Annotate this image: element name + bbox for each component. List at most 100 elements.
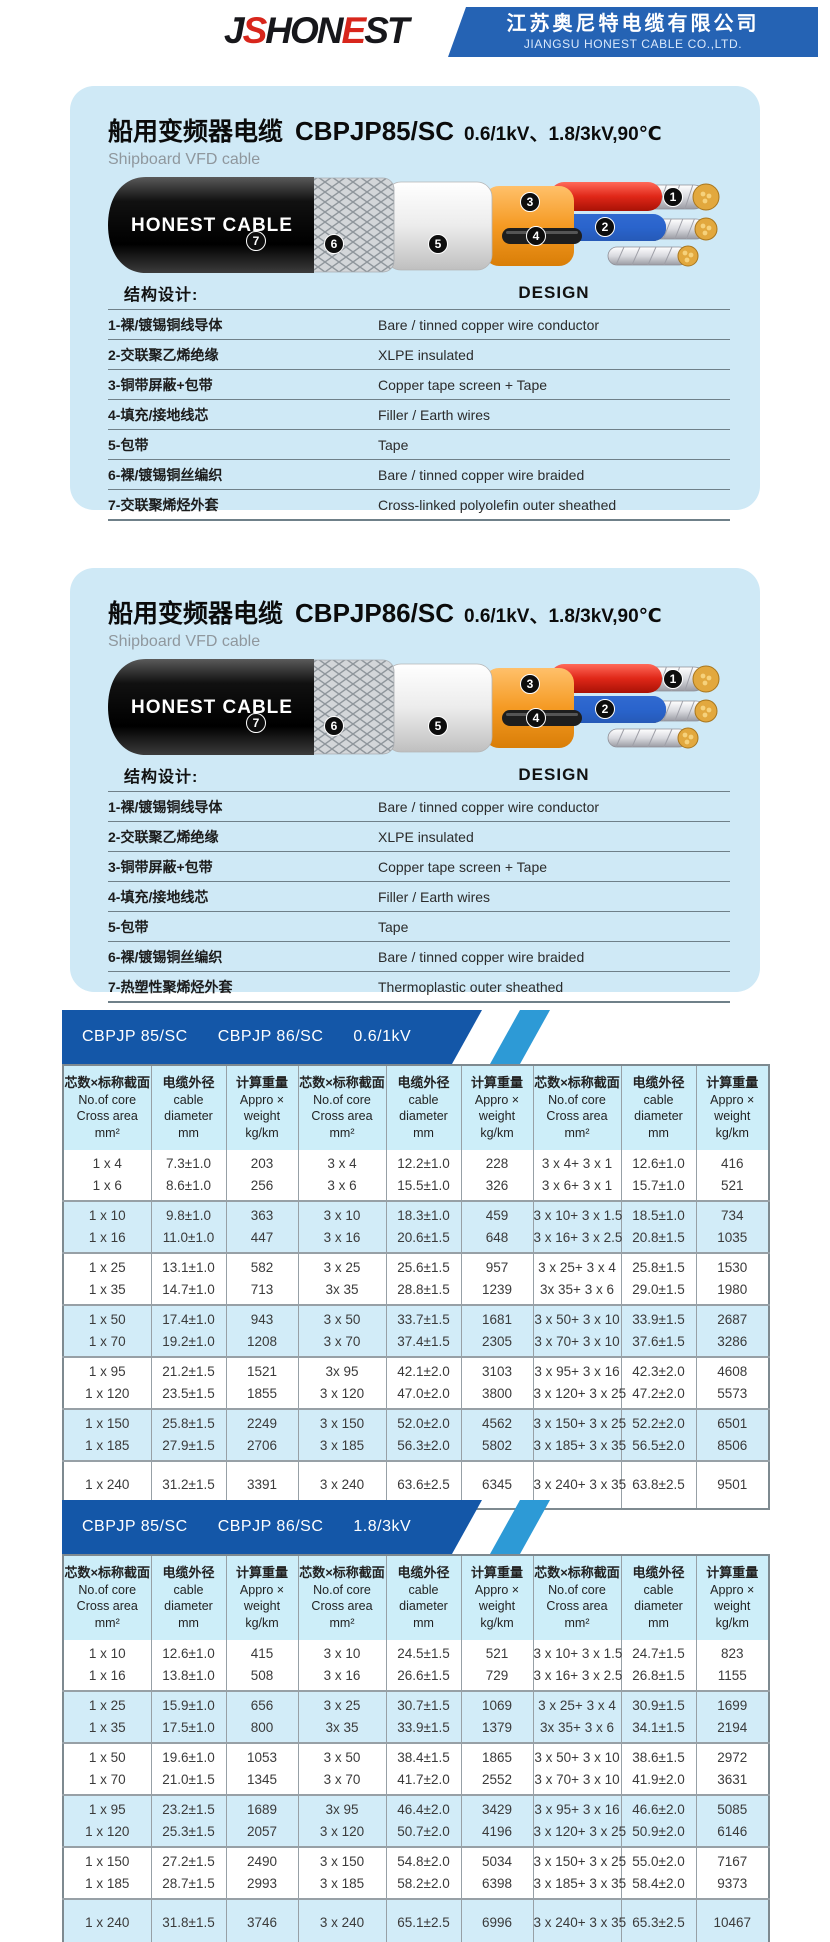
column-header-line: diameter: [399, 1599, 448, 1614]
table-row: 1 x 16 13.8±1.0 508 3 x 16 26.6±1.5 729 3 x 16…: [63, 1665, 769, 1691]
table-row: 1 x 35 14.7±1.0 713 3x 35 28.8±1.5 1239 3x 35+…: [63, 1279, 769, 1305]
product-model: CBPJP85/SC: [295, 116, 454, 146]
product-card-cbpjp86: 船用变频器电缆 CBPJP86/SC 0.6/1kV、1.8/3kV,90℃ Ship…: [70, 568, 760, 1003]
column-header-line: 计算重量: [706, 1075, 759, 1091]
table-cell: 415: [225, 1640, 298, 1665]
table-cell: 7.3±1.0: [150, 1150, 226, 1175]
column-header-line: cable: [408, 1583, 439, 1598]
design-header: 结构设计: DESIGN: [108, 277, 730, 309]
column-header-line: 计算重量: [470, 1565, 523, 1581]
design-row: 5-包带 Tape: [108, 911, 730, 941]
table-cell: 3 x 185: [297, 1873, 386, 1899]
logo-letter: S: [364, 10, 389, 51]
column-header-line: Appro ×: [239, 1583, 285, 1598]
table-cell: 3x 35+ 3 x 6: [532, 1279, 621, 1305]
column-header: 电缆外径 cable diameter mm: [385, 1065, 461, 1150]
design-row: 2-交联聚乙烯绝缘 XLPE insulated: [108, 821, 730, 851]
table-cell: 58.4±2.0: [620, 1873, 696, 1899]
table-cell: 52.0±2.0: [385, 1408, 461, 1435]
table-row: 1 x 6 8.6±1.0 256 3 x 6 15.5±1.0 326 3 x 6+ 3 …: [63, 1175, 769, 1201]
column-header-line: diameter: [634, 1109, 683, 1124]
table-cell: 3 x 120+ 3 x 25: [532, 1383, 626, 1409]
column-header-line: Appro ×: [474, 1093, 520, 1108]
spec-band-stripe: [490, 1500, 550, 1554]
table-cell: 54.8±2.0: [385, 1846, 461, 1873]
column-header: 芯数×标称截面 No.of core Cross area mm²: [532, 1065, 621, 1150]
table-cell: 3 x 185: [297, 1435, 386, 1461]
table-cell: 1 x 16: [88, 1668, 126, 1683]
table-cell: 3 x 50+ 3 x 10: [532, 1742, 621, 1769]
spec-band-18-3kv: CBPJP 85/SC CBPJP 86/SC 1.8/3kV: [62, 1500, 602, 1554]
table-cell: 2057: [225, 1821, 298, 1847]
spec-band-text: 0.6/1kV: [353, 1028, 412, 1045]
column-header-line: 电缆外径: [632, 1565, 685, 1581]
table-cell: 3 x 25: [297, 1690, 386, 1717]
table-cell: 1035: [695, 1227, 769, 1253]
table-cell: 1 x 10: [88, 1646, 126, 1661]
table-cell: 52.2±2.0: [620, 1408, 696, 1435]
design-row: 7-热塑性聚烯烃外套 Thermoplastic outer sheathed: [108, 971, 730, 1001]
design-row: 5-包带 Tape: [108, 429, 730, 459]
table-cell: 3 x 185+ 3 x 35: [532, 1435, 626, 1461]
column-header-line: diameter: [634, 1599, 683, 1614]
column-header-line: 电缆外径: [162, 1075, 215, 1091]
product-name-cn: 船用变频器电缆: [108, 118, 284, 146]
column-header-line: mm: [648, 1125, 669, 1140]
design-row: 1-裸/镀锡铜线导体 Bare / tinned copper wire cond…: [108, 791, 730, 821]
column-header-line: 电缆外径: [397, 1565, 450, 1581]
column-header-line: weight: [478, 1109, 516, 1124]
table-cell: 24.7±1.5: [620, 1640, 696, 1665]
table-cell: 3 x 50: [297, 1304, 386, 1331]
table-row: 1 x 25 15.9±1.0 656 3 x 25 30.7±1.5 1069 3 x 2…: [63, 1690, 769, 1717]
table-cell: 1 x 95: [63, 1794, 151, 1821]
table-cell: 46.6±2.0: [620, 1794, 696, 1821]
table-cell: 25.6±1.5: [385, 1252, 461, 1279]
column-header: 芯数×标称截面 No.of core Cross area mm²: [532, 1555, 621, 1640]
table-cell: 3 x 16+ 3 x 2.5: [532, 1665, 622, 1691]
table-cell: 1699: [695, 1690, 769, 1717]
table-row: 1 x 50 19.6±1.0 1053 3 x 50 38.4±1.5 1865 3 x …: [63, 1742, 769, 1769]
table-cell: 9.8±1.0: [150, 1200, 226, 1227]
header: JSHONEST 江苏奥尼特电缆有限公司 JIANGSU HONEST CABL…: [0, 0, 830, 64]
table-cell: 648: [460, 1227, 533, 1253]
table-cell: 3746: [225, 1898, 298, 1942]
table-cell: 203: [225, 1150, 298, 1175]
table-cell: 459: [460, 1200, 533, 1227]
table-cell: 10467: [695, 1898, 769, 1942]
design-row-cn: 4-填充/接地线芯: [108, 406, 209, 423]
logo-letter: H: [265, 10, 292, 51]
table-cell: 1 x 185: [85, 1876, 130, 1891]
product-card-cbpjp85: 船用变频器电缆 CBPJP85/SC 0.6/1kV、1.8/3kV,90℃ Ship…: [70, 86, 760, 521]
table-cell: 2305: [460, 1331, 533, 1357]
table-cell: 656: [225, 1690, 298, 1717]
column-header-line: Cross area: [76, 1109, 138, 1124]
table-cell: 1 x 240: [63, 1898, 151, 1942]
column-header-line: kg/km: [715, 1125, 749, 1140]
table-row: 1 x 150 27.2±1.5 2490 3 x 150 54.8±2.0 5034 3 …: [63, 1846, 769, 1873]
table-row: 1 x 4 7.3±1.0 203 3 x 4 12.2±1.0 228 3 x 4+ 3 …: [63, 1150, 769, 1175]
table-cell: 65.1±2.5: [385, 1898, 461, 1942]
table-cell: 1345: [225, 1769, 298, 1795]
table-cell: 47.2±2.0: [620, 1383, 696, 1409]
table-cell: 33.9±1.5: [385, 1717, 461, 1743]
column-header-line: cable: [643, 1583, 674, 1598]
column-header: 芯数×标称截面 No.of core Cross area mm²: [63, 1065, 151, 1150]
column-header-line: mm: [648, 1615, 669, 1630]
column-header-line: No.of core: [548, 1583, 606, 1598]
table-cell: 3 x 50+ 3 x 10: [532, 1304, 621, 1331]
design-row-en: Tape: [378, 436, 409, 453]
table-cell: 3 x 16+ 3 x 2.5: [532, 1227, 622, 1253]
table-cell: 11.0±1.0: [150, 1227, 226, 1253]
column-header-line: kg/km: [480, 1125, 514, 1140]
column-header: 计算重量 Appro × weight kg/km: [225, 1065, 298, 1150]
cable-layer-number: 4: [533, 229, 540, 243]
table-cell: 19.2±1.0: [150, 1331, 226, 1357]
table-row: 1 x 10 12.6±1.0 415 3 x 10 24.5±1.5 521 3 x 10…: [63, 1640, 769, 1665]
table-cell: 1 x 25: [63, 1252, 151, 1279]
table-cell: 17.5±1.0: [150, 1717, 226, 1743]
table-cell: 3 x 120: [297, 1821, 386, 1847]
table-cell: 3x 35: [297, 1279, 386, 1305]
column-header-line: cable: [173, 1093, 204, 1108]
table-cell: 28.8±1.5: [385, 1279, 461, 1305]
